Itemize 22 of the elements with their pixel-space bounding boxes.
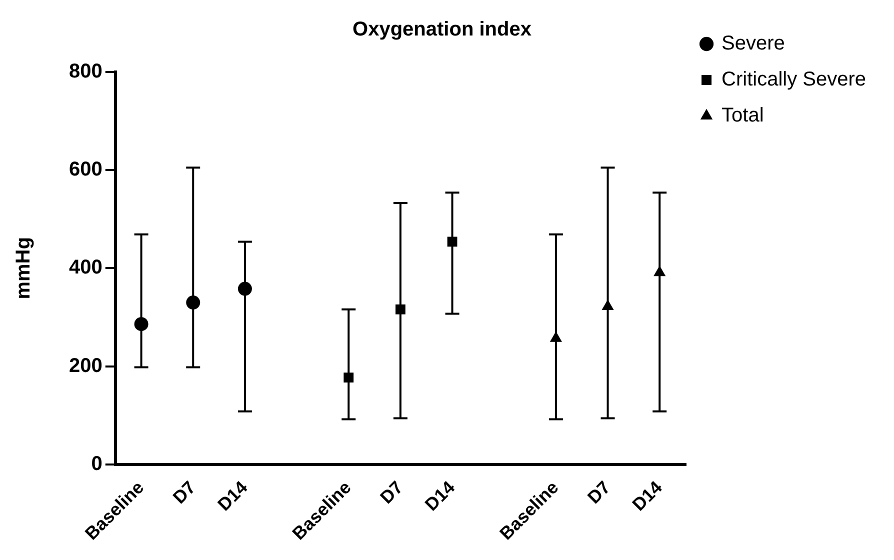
y-axis-title: mmHg [12,237,35,300]
point [395,304,406,314]
legend-label: Critically Severe [722,68,866,91]
y-tick-label: 200 [68,354,102,377]
point [344,372,354,383]
point [186,296,200,310]
x-tick-label: D14 [421,477,459,515]
x-tick-label: D7 [169,477,200,508]
x-tick-label: D14 [628,477,666,515]
point [134,317,148,332]
y-tick-label: 800 [68,60,102,83]
y-tick-label: 400 [68,256,102,279]
x-tick-label: D7 [376,477,407,508]
point [447,236,458,247]
point [238,282,252,296]
x-tick-label: D14 [214,477,252,515]
chart-title: Oxygenation index [352,18,532,41]
y-tick-label: 0 [91,452,102,475]
legend-label: Total [722,104,764,127]
x-tick-label: D7 [584,477,614,508]
legend-label: Severe [722,32,785,55]
y-tick-label: 600 [68,158,102,181]
